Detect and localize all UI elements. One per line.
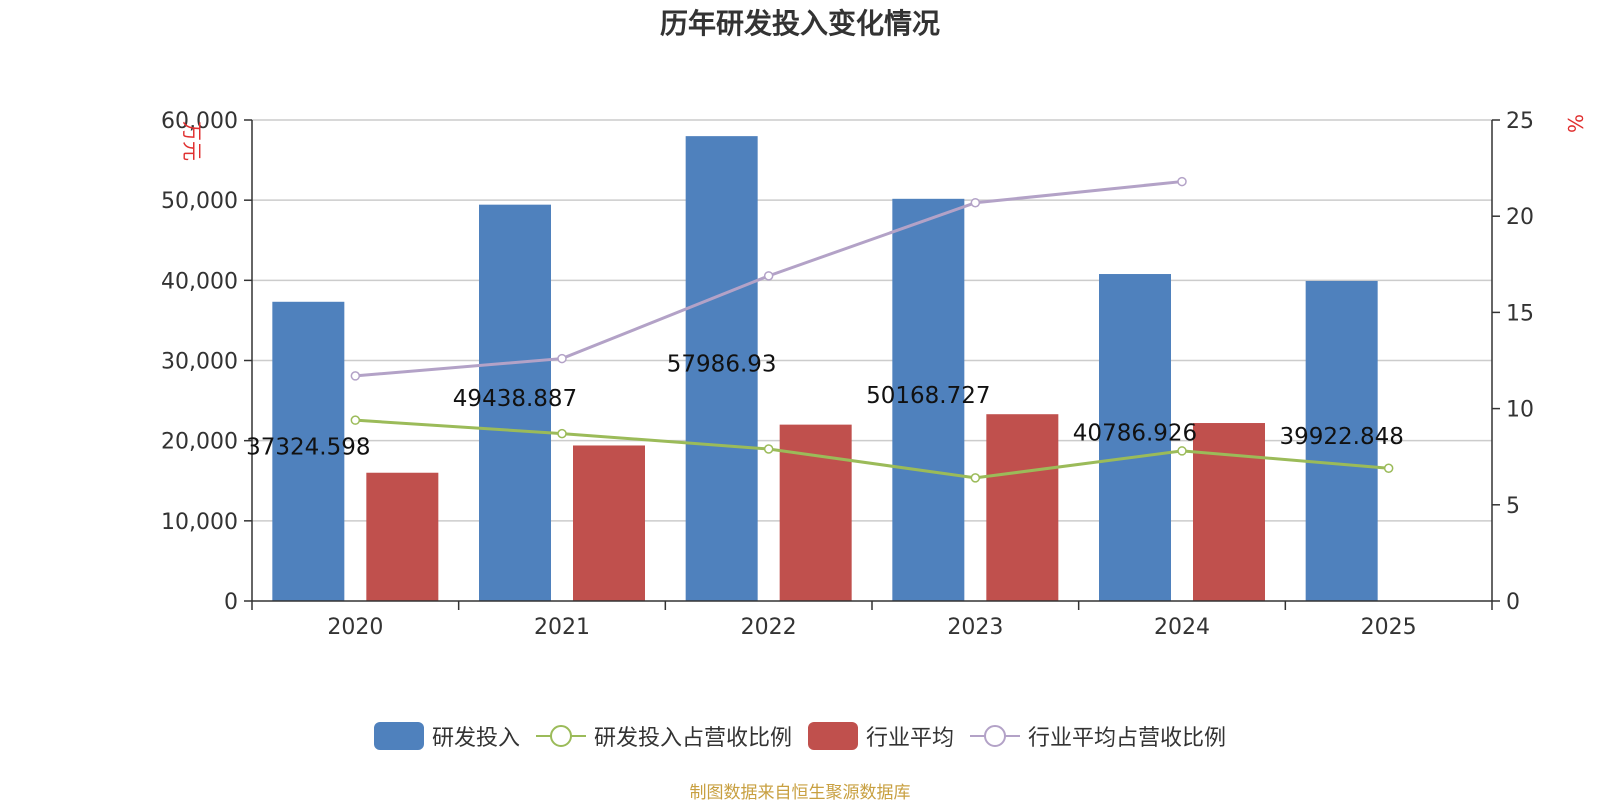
series-point <box>763 444 774 454</box>
y-right-tick-label: 0 <box>1506 590 1520 615</box>
x-tick-label: 2025 <box>1361 615 1417 640</box>
bar <box>1305 280 1378 601</box>
legend-item-industry[interactable]: 行业平均 <box>808 720 954 752</box>
y-left-tick-label: 20,000 <box>161 430 238 455</box>
y-right-tick-label: 15 <box>1506 301 1534 326</box>
series-point <box>350 415 361 425</box>
y-left-tick-label: 50,000 <box>161 189 238 214</box>
data-label: 40786.926 <box>1073 421 1197 447</box>
y-right-unit: % <box>1563 114 1587 133</box>
legend-swatch-rd <box>373 722 424 750</box>
bar <box>986 414 1059 601</box>
axes: 0 10,000 20,000 30,000 40,000 50,000 60,000 0 5 1… <box>161 109 1587 640</box>
x-tick-label: 2024 <box>1154 615 1210 640</box>
y-right-tick-label: 25 <box>1506 109 1534 134</box>
y-left-tick-label: 30,000 <box>161 350 238 375</box>
bars <box>272 136 1378 602</box>
data-label: 49438.887 <box>453 386 577 412</box>
y-right-tick-label: 20 <box>1506 205 1534 230</box>
data-label: 37324.598 <box>246 434 370 460</box>
legend-label-industry-ratio: 行业平均占营收比例 <box>1028 726 1227 751</box>
y-left-tick-label: 10,000 <box>161 510 238 535</box>
series-point <box>970 473 981 483</box>
y-left-unit: 万元 <box>180 121 204 161</box>
y-right-tick-label: 5 <box>1506 494 1520 519</box>
bar <box>779 424 852 601</box>
bar <box>272 301 345 601</box>
y-left-tick-label: 0 <box>224 590 238 615</box>
data-label: 50168.727 <box>866 383 990 409</box>
data-labels: 37324.598 49438.887 57986.93 50168.727 40786… <box>246 352 1404 461</box>
legend: 研发投入 研发投入占营收比例 行业平均 行业平均占营收比例 <box>0 720 1600 752</box>
bar <box>685 136 758 601</box>
bar <box>366 472 439 601</box>
legend-item-industry-ratio[interactable]: 行业平均占营收比例 <box>970 720 1226 752</box>
x-tick-label: 2022 <box>741 615 797 640</box>
chart-title: 历年研发投入变化情况 <box>659 7 940 40</box>
data-label: 39922.848 <box>1279 424 1403 450</box>
grid-lines <box>252 119 1492 522</box>
data-label: 57986.93 <box>667 352 777 378</box>
legend-item-rd[interactable]: 研发投入 <box>373 720 520 752</box>
series-lines <box>350 176 1394 483</box>
y-right-tick-label: 10 <box>1506 398 1534 423</box>
y-left-tick-label: 60,000 <box>161 109 238 134</box>
series-point <box>763 271 774 281</box>
legend-swatch-industry-ratio <box>970 725 1021 747</box>
bar <box>573 445 645 601</box>
x-tick-label: 2021 <box>534 615 590 640</box>
legend-swatch-rd-ratio <box>535 725 586 747</box>
x-tick-label: 2023 <box>947 615 1003 640</box>
source-note: 制图数据来自恒生聚源数据库 <box>689 783 911 803</box>
legend-swatch-industry <box>808 722 858 750</box>
y-left-tick-label: 40,000 <box>161 269 238 294</box>
series-point <box>970 197 981 208</box>
x-tick-label: 2020 <box>327 615 383 640</box>
series-point <box>1177 446 1187 456</box>
legend-label-rd: 研发投入 <box>431 726 520 751</box>
bar <box>479 204 551 601</box>
legend-label-industry: 行业平均 <box>866 726 955 751</box>
bar <box>892 198 965 602</box>
series-line <box>355 418 1389 480</box>
series-point <box>557 428 567 439</box>
legend-item-rd-ratio[interactable]: 研发投入占营收比例 <box>535 720 792 752</box>
series-point <box>1383 463 1394 473</box>
bar <box>1099 274 1171 601</box>
series-point <box>557 353 567 364</box>
series-point <box>350 371 361 381</box>
bar <box>1193 423 1265 601</box>
series-point <box>1177 176 1187 187</box>
legend-label-rd-ratio: 研发投入占营收比例 <box>593 726 792 751</box>
